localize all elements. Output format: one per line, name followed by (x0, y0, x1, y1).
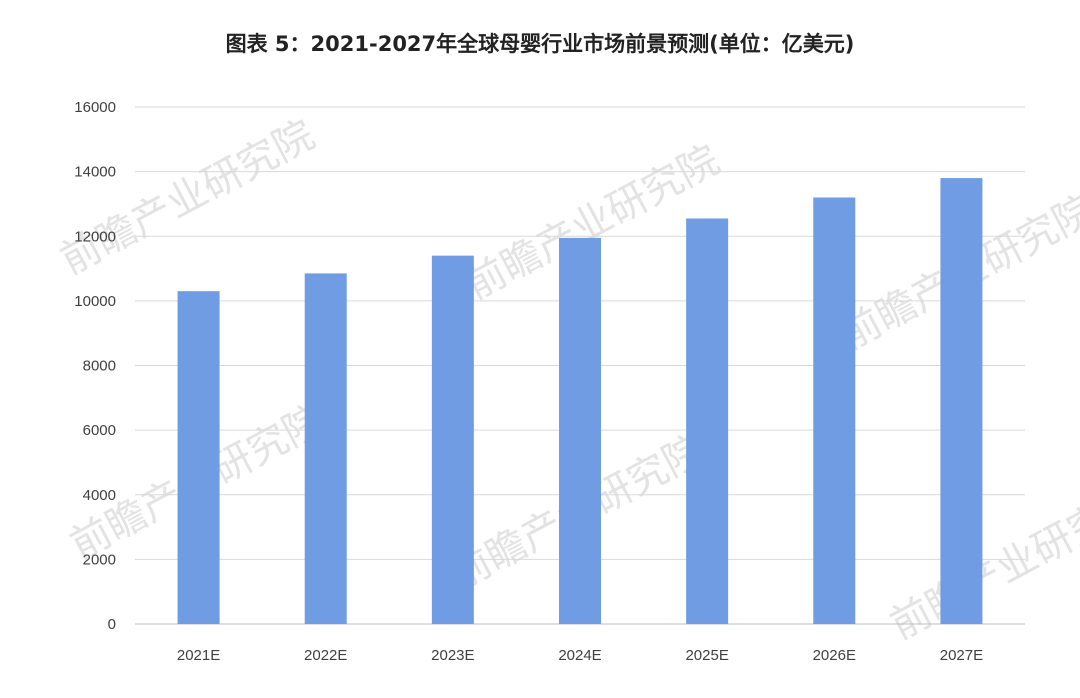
x-tick-label: 2025E (685, 647, 728, 664)
y-tick-label: 14000 (74, 164, 116, 181)
x-tick-label: 2027E (940, 647, 983, 664)
bar-2022E (304, 273, 347, 624)
y-tick-label: 12000 (74, 228, 116, 245)
y-tick-label: 4000 (83, 487, 116, 504)
y-tick-label: 2000 (83, 551, 116, 568)
x-tick-label: 2026E (813, 647, 856, 664)
x-tick-label: 2021E (177, 647, 220, 664)
y-tick-label: 16000 (74, 99, 116, 116)
x-tick-label: 2024E (558, 647, 601, 664)
x-tick-label: 2022E (304, 647, 347, 664)
watermark-text: 前瞻产业研究院 (53, 112, 322, 284)
bar-2026E (813, 197, 856, 624)
bar-2027E (940, 178, 983, 624)
chart-title: 图表 5：2021-2027年全球母婴行业市场前景预测(单位：亿美元) (225, 32, 855, 56)
y-tick-label: 8000 (83, 358, 116, 375)
y-tick-label: 10000 (74, 293, 116, 310)
bar-2021E (177, 291, 220, 624)
bars (177, 178, 983, 624)
bar-2024E (559, 237, 601, 624)
bar-2025E (686, 218, 729, 624)
x-tick-label: 2023E (431, 647, 474, 664)
y-tick-label: 6000 (83, 422, 116, 439)
x-axis-ticks: 2021E 2022E 2023E 2024E 2025E 2026E 2027E (177, 647, 983, 664)
bar-2023E (431, 255, 474, 624)
y-tick-label: 0 (108, 616, 116, 633)
y-axis-ticks: 0 2000 4000 6000 8000 10000 12000 14000 16000 (74, 99, 116, 633)
